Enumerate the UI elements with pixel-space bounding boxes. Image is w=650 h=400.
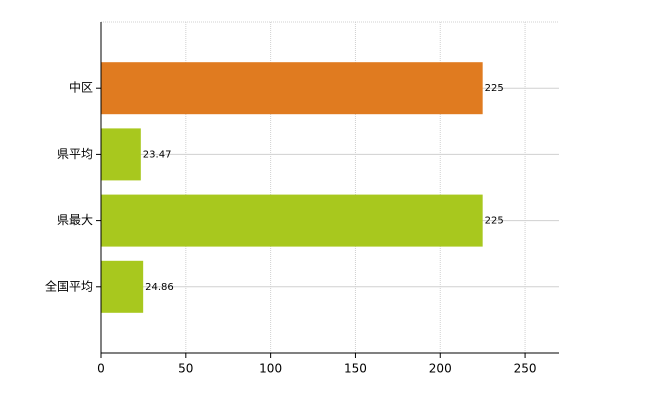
x-tick-label: 50 bbox=[178, 362, 193, 376]
bar bbox=[101, 260, 144, 313]
x-tick-label: 100 bbox=[259, 362, 282, 376]
value-label: 225 bbox=[485, 216, 504, 227]
x-tick-label: 200 bbox=[429, 362, 452, 376]
value-label: 225 bbox=[485, 83, 504, 94]
x-tick-label: 150 bbox=[344, 362, 367, 376]
y-tick-label: 県平均 bbox=[57, 147, 93, 161]
bar bbox=[101, 62, 483, 115]
bar bbox=[101, 194, 483, 247]
x-tick-label: 250 bbox=[514, 362, 537, 376]
bar bbox=[101, 128, 141, 181]
value-label: 24.86 bbox=[145, 282, 174, 293]
x-tick-label: 0 bbox=[97, 362, 105, 376]
y-tick-label: 県最大 bbox=[57, 213, 93, 227]
value-label: 23.47 bbox=[143, 149, 172, 160]
y-tick-label: 中区 bbox=[69, 80, 93, 95]
y-tick-label: 全国平均 bbox=[45, 278, 93, 293]
